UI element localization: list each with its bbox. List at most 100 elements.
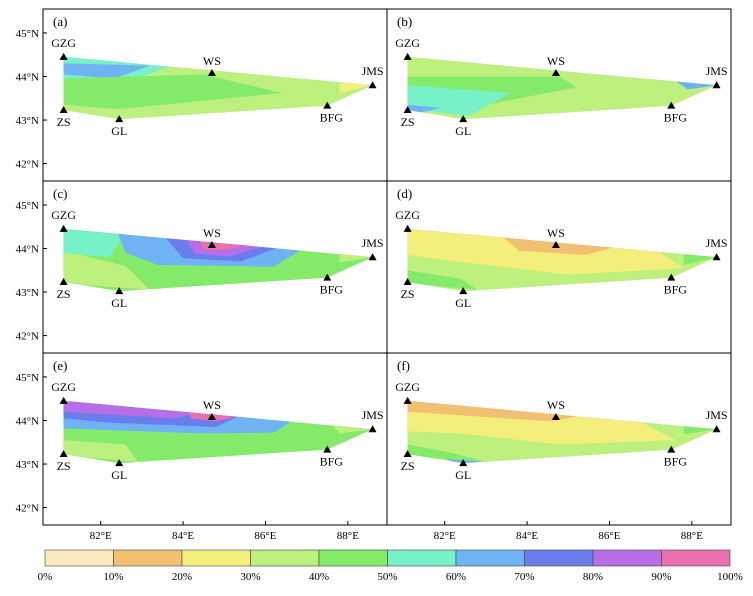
station-label-ws: WS xyxy=(203,226,221,240)
station-label-ws: WS xyxy=(203,54,221,68)
station-label-bfg: BFG xyxy=(664,283,688,297)
contour-zone xyxy=(407,400,589,422)
station-label-ws: WS xyxy=(203,398,221,412)
station-label-gl: GL xyxy=(111,468,127,482)
station-marker-bfg xyxy=(667,445,676,453)
station-marker-jms xyxy=(368,81,377,89)
station-marker-zs xyxy=(403,278,412,286)
station-label-jms: JMS xyxy=(706,236,728,250)
panel-e: GZG WS JMS BFG GL ZS (e) xyxy=(42,352,388,526)
station-label-jms: JMS xyxy=(362,408,384,422)
legend-swatch xyxy=(113,549,183,567)
station-label-jms: JMS xyxy=(706,64,728,78)
contour-zone xyxy=(63,400,208,419)
contour-zone xyxy=(63,63,151,79)
legend-swatch xyxy=(592,549,662,567)
x-tick-label: 84°E xyxy=(172,530,194,542)
station-marker-bfg xyxy=(323,101,332,109)
legend-label: 80% xyxy=(583,571,603,583)
station-marker-jms xyxy=(712,425,721,433)
axes-ticks: 42°N 43°N 44°N 45°N 42°N 43°N 44°N 45°N 42°N 43°N… xyxy=(16,28,704,542)
y-tick-label: 44°N xyxy=(16,243,39,255)
station-label-zs: ZS xyxy=(57,115,71,129)
station-marker-ws xyxy=(551,413,560,421)
y-tick-label: 45°N xyxy=(16,372,39,384)
station-label-gzg: GZG xyxy=(395,208,420,222)
contour-zone xyxy=(63,228,126,258)
station-marker-jms xyxy=(368,425,377,433)
station-label-ws: WS xyxy=(547,398,565,412)
station-marker-ws xyxy=(207,241,216,249)
station-marker-zs xyxy=(59,278,68,286)
contour-zone xyxy=(63,74,282,110)
legend-swatch xyxy=(524,549,594,567)
y-tick-label: 45°N xyxy=(16,28,39,40)
station-marker-gzg xyxy=(403,52,412,60)
legend-label: 40% xyxy=(309,571,329,583)
legend-label: 90% xyxy=(651,571,671,583)
station-marker-gl xyxy=(459,287,468,295)
station-marker-gl xyxy=(115,115,124,123)
panel-frame xyxy=(386,352,732,526)
station-label-zs: ZS xyxy=(57,287,71,301)
y-tick-label: 44°N xyxy=(16,415,39,427)
y-tick-label: 43°N xyxy=(16,287,39,299)
legend-swatch xyxy=(318,549,388,567)
x-tick-label: 88°E xyxy=(337,530,359,542)
station-marker-ws xyxy=(207,413,216,421)
station-label-ws: WS xyxy=(547,54,565,68)
legend-swatch xyxy=(455,549,525,567)
station-marker-zs xyxy=(403,450,412,458)
station-label-ws: WS xyxy=(547,226,565,240)
x-tick-label: 84°E xyxy=(516,530,538,542)
station-marker-zs xyxy=(59,106,68,114)
station-marker-bfg xyxy=(667,101,676,109)
station-label-bfg: BFG xyxy=(320,111,344,125)
panel-label: (b) xyxy=(397,14,412,29)
panel-f: GZG WS JMS BFG GL ZS (f) xyxy=(386,352,732,526)
y-tick-label: 42°N xyxy=(16,159,39,171)
station-marker-gl xyxy=(115,287,124,295)
x-tick-label: 86°E xyxy=(598,530,620,542)
station-marker-gl xyxy=(459,459,468,467)
x-tick-label: 82°E xyxy=(434,530,456,542)
y-tick-label: 43°N xyxy=(16,459,39,471)
panel-label: (f) xyxy=(397,358,410,373)
y-tick-label: 45°N xyxy=(16,200,39,212)
legend-label: 30% xyxy=(240,571,260,583)
station-marker-gzg xyxy=(59,396,68,404)
legend-label: 50% xyxy=(377,571,397,583)
station-label-gzg: GZG xyxy=(51,380,76,394)
legend-label: 60% xyxy=(446,571,466,583)
panel-label: (c) xyxy=(53,186,67,201)
contour-zone xyxy=(675,80,717,90)
station-marker-bfg xyxy=(667,273,676,281)
station-marker-gl xyxy=(115,459,124,467)
station-marker-ws xyxy=(551,241,560,249)
contour-zone xyxy=(63,440,138,462)
station-label-bfg: BFG xyxy=(664,111,688,125)
station-marker-ws xyxy=(551,69,560,77)
color-legend: 0% 10% 20% 30% 40% 50% 60% 70% 80% 90% 100% xyxy=(38,549,743,583)
station-marker-gzg xyxy=(59,224,68,232)
station-label-gl: GL xyxy=(455,468,471,482)
station-marker-ws xyxy=(207,69,216,77)
x-tick-label: 86°E xyxy=(254,530,276,542)
panel-label: (d) xyxy=(397,186,412,201)
panel-d: GZG WS JMS BFG GL ZS (d) xyxy=(386,180,732,354)
station-marker-jms xyxy=(712,81,721,89)
panel-grid: GZG WS JMS BFG GL ZS (a) GZG WS JMS BFG GL ZS (b) GZG W… xyxy=(42,8,732,526)
station-label-gzg: GZG xyxy=(395,36,420,50)
contour-zone xyxy=(63,250,151,290)
panel-b: GZG WS JMS BFG GL ZS (b) xyxy=(386,8,732,182)
station-label-jms: JMS xyxy=(362,236,384,250)
panel-label: (e) xyxy=(53,358,67,373)
legend-label: 0% xyxy=(38,571,53,583)
y-tick-label: 42°N xyxy=(16,331,39,343)
legend-swatch xyxy=(387,549,457,567)
station-marker-zs xyxy=(403,106,412,114)
y-tick-label: 42°N xyxy=(16,503,39,515)
y-tick-label: 43°N xyxy=(16,115,39,127)
station-label-gzg: GZG xyxy=(51,208,76,222)
